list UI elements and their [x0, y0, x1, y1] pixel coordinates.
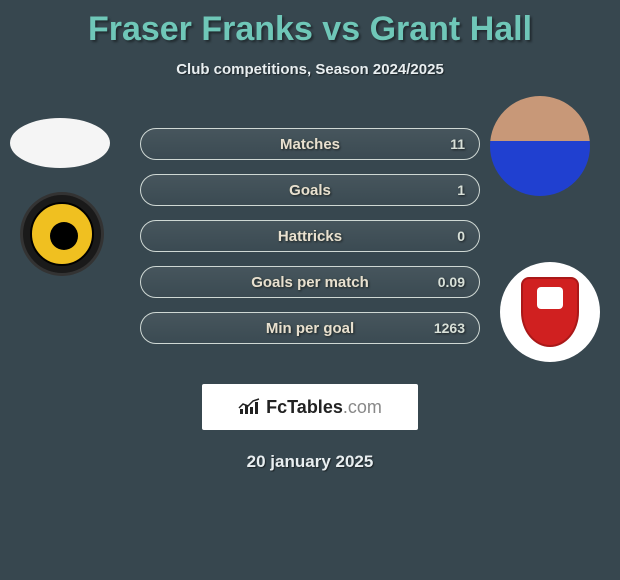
club-right-shield	[521, 277, 579, 347]
subtitle: Club competitions, Season 2024/2025	[0, 61, 620, 78]
stat-right-value: 0.09	[438, 274, 465, 290]
comparison-area: Matches 11 Goals 1 Hattricks 0 Goals per…	[0, 108, 620, 368]
stat-right-value: 1263	[434, 320, 465, 336]
stat-label: Goals	[289, 182, 331, 199]
club-left-badge	[20, 192, 104, 276]
stat-right-value: 11	[450, 136, 465, 152]
brand-main: FcTables	[266, 397, 343, 417]
brand-logo[interactable]: FcTables.com	[202, 384, 418, 430]
stat-label: Min per goal	[266, 320, 354, 337]
brand-text: FcTables.com	[266, 397, 382, 418]
stat-right-value: 1	[457, 182, 465, 198]
stat-row-goals: Goals 1	[140, 174, 480, 206]
stat-row-hattricks: Hattricks 0	[140, 220, 480, 252]
stat-label: Matches	[280, 136, 340, 153]
club-left-badge-inner	[30, 202, 94, 266]
brand-tld: .com	[343, 397, 382, 417]
stat-label: Goals per match	[251, 274, 369, 291]
stat-label: Hattricks	[278, 228, 342, 245]
club-right-badge	[500, 262, 600, 362]
stat-right-value: 0	[457, 228, 465, 244]
player-left-avatar	[10, 118, 110, 168]
stat-row-mpg: Min per goal 1263	[140, 312, 480, 344]
page-title: Fraser Franks vs Grant Hall	[0, 0, 620, 49]
date-text: 20 january 2025	[0, 452, 620, 472]
stats-list: Matches 11 Goals 1 Hattricks 0 Goals per…	[140, 128, 480, 358]
chart-icon	[238, 398, 260, 416]
stat-row-gpm: Goals per match 0.09	[140, 266, 480, 298]
player-right-avatar	[490, 96, 590, 196]
stat-row-matches: Matches 11	[140, 128, 480, 160]
